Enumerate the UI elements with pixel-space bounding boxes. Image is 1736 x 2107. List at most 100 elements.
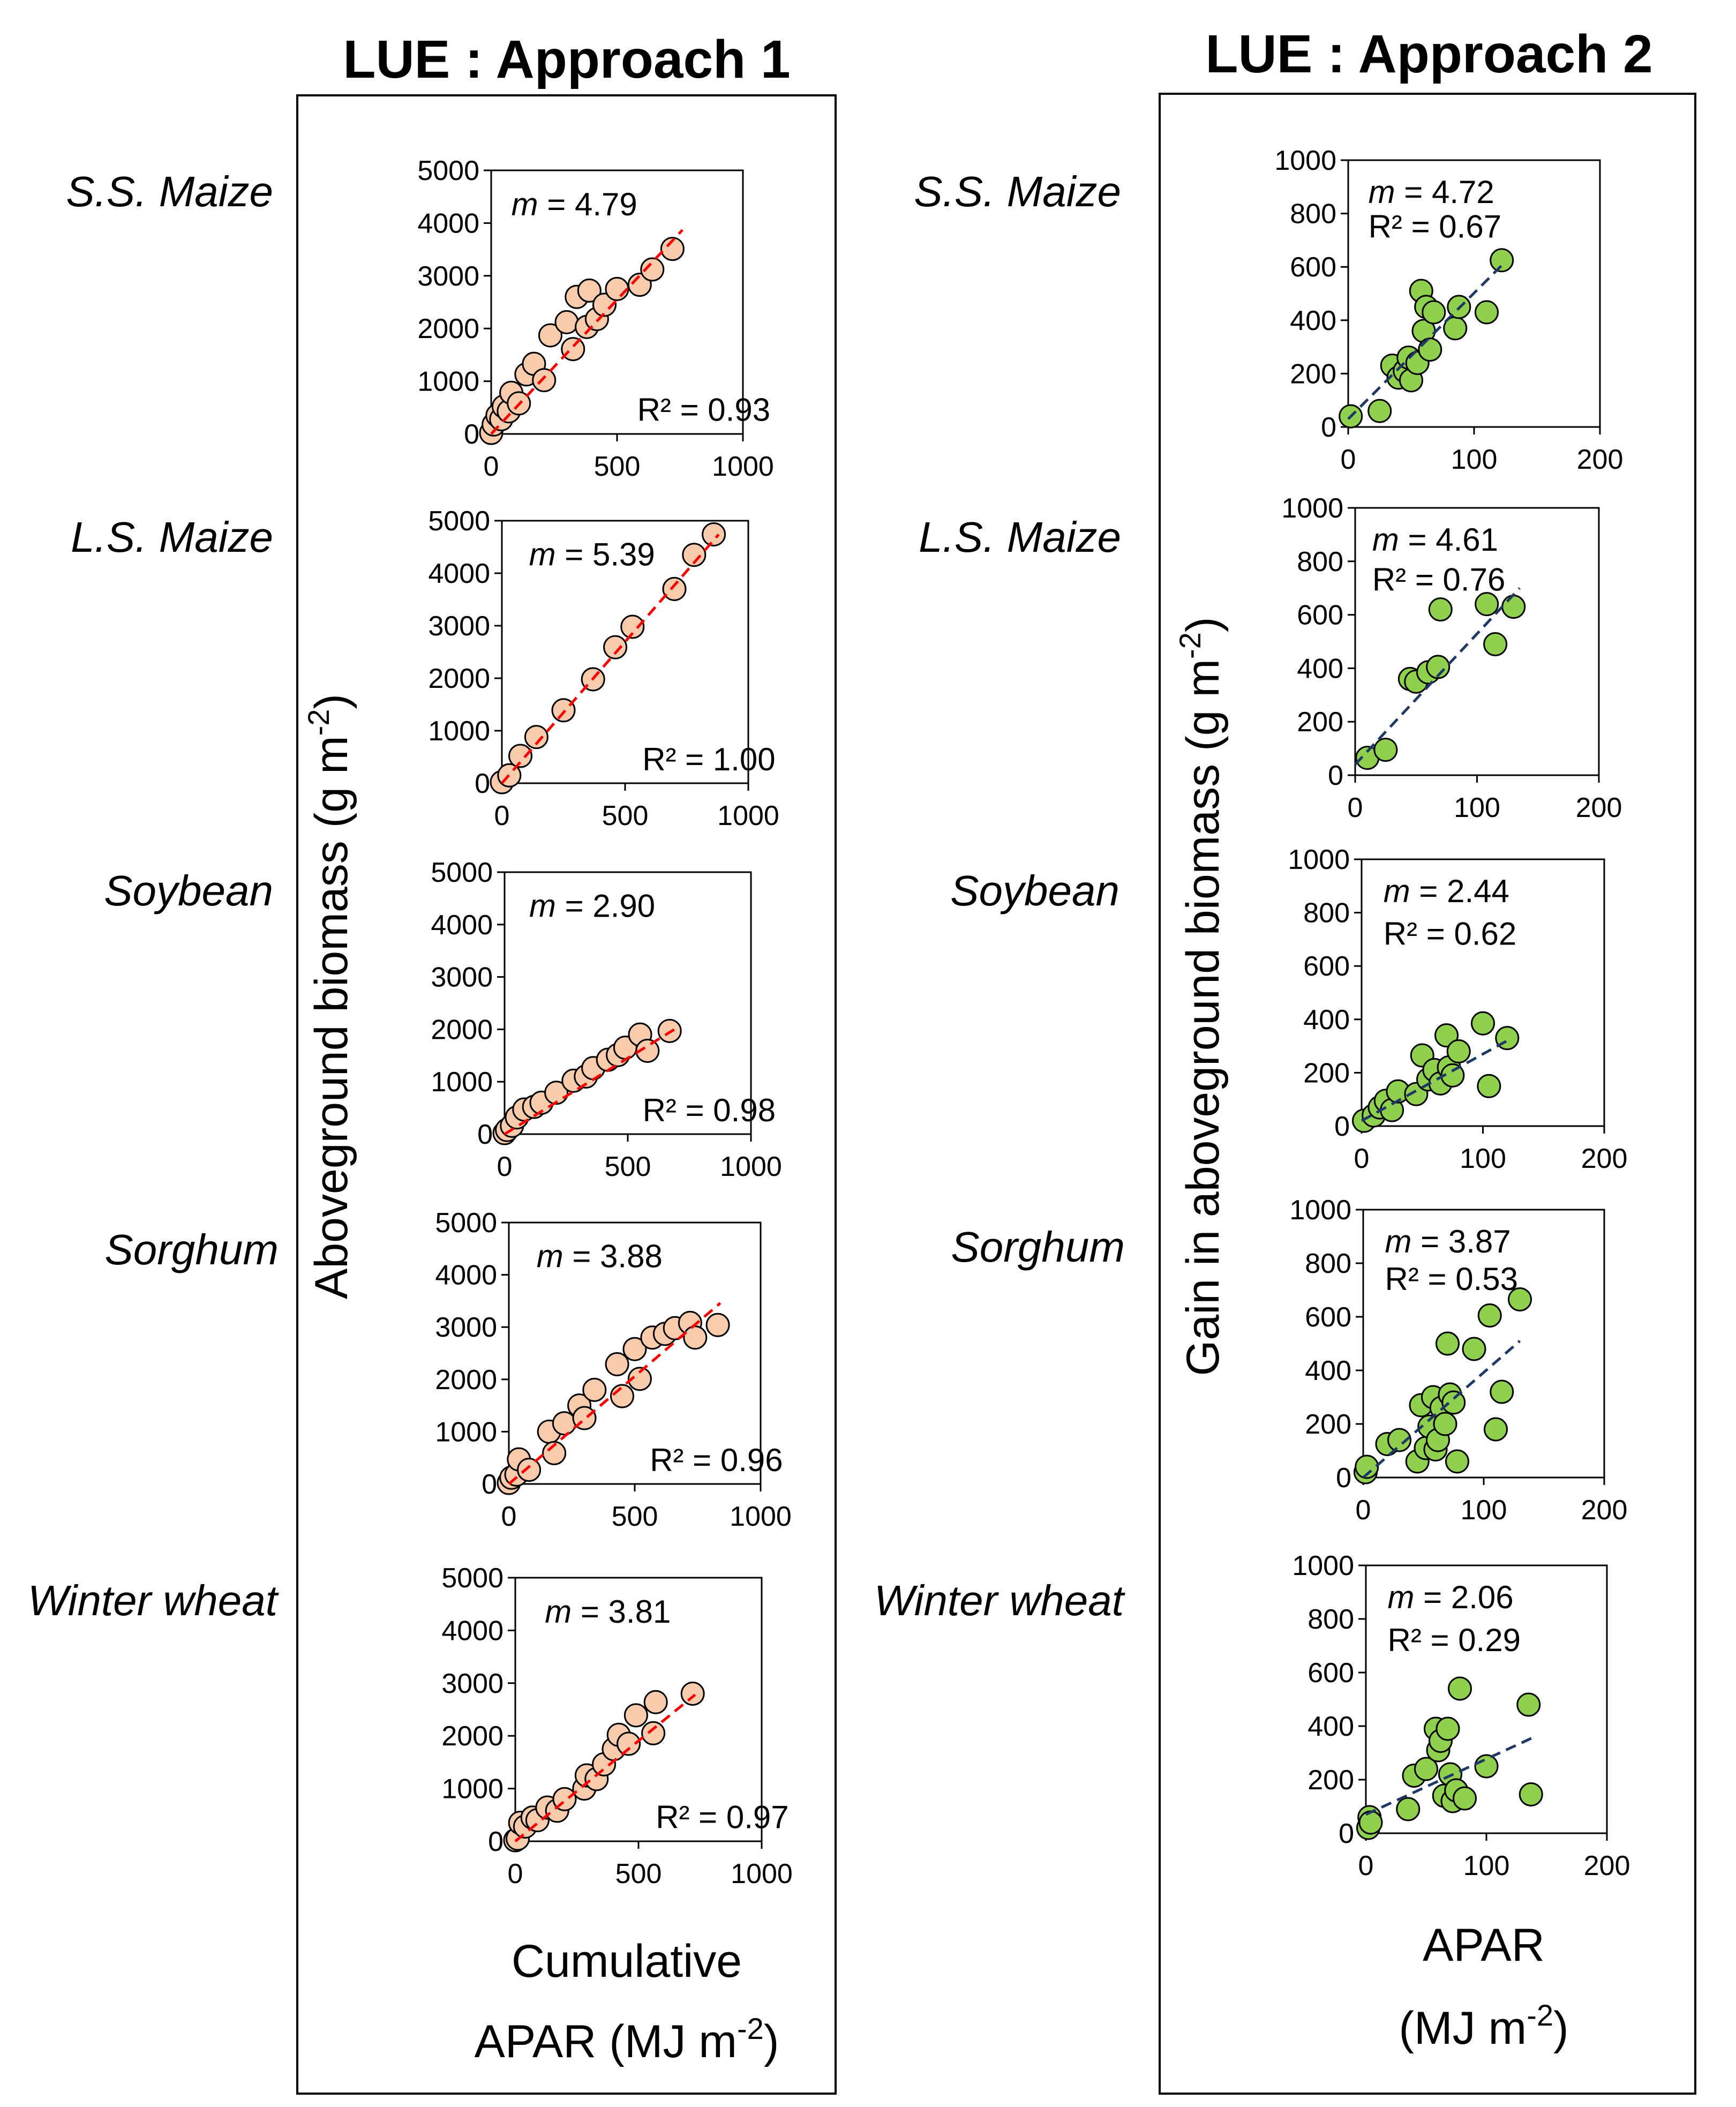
approach1-s-s-maize-y-tick-label: 3000	[417, 261, 479, 292]
approach1-s-s-maize-point	[577, 278, 602, 303]
approach1-title: LUE : Approach 1	[343, 29, 790, 89]
approach1-s-s-maize-x-tick-label: 0	[484, 451, 499, 482]
approach2-s-s-maize-point	[1418, 338, 1442, 362]
approach2-s-s-maize-fit-line	[1347, 260, 1507, 420]
approach1-winter-wheat-chart: 0 1000 2000 3000 4000 5000 0 500 1000 m = 3.81 R² …	[441, 1563, 793, 1889]
approach2-sorghum-r2-label: R² = 0.53	[1385, 1261, 1518, 1297]
approach1-sorghum-y-tick-label: 1000	[435, 1416, 497, 1448]
approach1-soybean-x-tick-label: 0	[497, 1151, 513, 1182]
approach2-s-s-maize-x-tick-label: 0	[1341, 444, 1356, 475]
approach1-soybean-x-tick-label: 500	[605, 1151, 651, 1182]
approach1-sorghum-y-tick-label: 5000	[435, 1208, 497, 1239]
approach2-sorghum-point	[1387, 1428, 1411, 1452]
approach1-s-s-maize-x-tick-label: 500	[594, 451, 641, 482]
approach2-sorghum-y-tick-label: 0	[1336, 1463, 1351, 1494]
approach2-l-s-maize-r2-label: R² = 0.76	[1372, 562, 1505, 598]
approach1-winter-wheat-point	[617, 1731, 641, 1756]
approach1-l-s-maize-point	[702, 522, 726, 546]
approach2-l-s-maize-y-tick-label: 200	[1297, 707, 1343, 738]
approach2-winter-wheat-fit-line	[1365, 1735, 1536, 1816]
approach1-l-s-maize-y-tick-label: 5000	[428, 506, 490, 537]
approach2-l-s-maize-y-tick-label: 0	[1328, 760, 1343, 791]
approach1-winter-wheat-y-tick-label: 0	[488, 1826, 503, 1857]
approach1-winter-wheat-point	[641, 1721, 666, 1745]
approach1-sorghum-x-tick-label: 1000	[730, 1501, 792, 1532]
approach2-title: LUE : Approach 2	[1205, 24, 1652, 84]
approach1-winter-wheat-x-tick-label: 1000	[731, 1858, 793, 1889]
approach1-winter-wheat-point	[643, 1690, 668, 1714]
approach1-soybean-point	[635, 1038, 660, 1063]
approach2-winter-wheat-y-tick-label: 400	[1307, 1711, 1354, 1742]
approach1-l-s-maize-point	[620, 614, 645, 639]
approach2-soybean-y-tick-label: 200	[1303, 1058, 1350, 1089]
approach1-soybean-y-tick-label: 5000	[431, 857, 493, 888]
approach2-l-s-maize-point	[1501, 595, 1526, 619]
approach1-winter-wheat-x-tick-label: 500	[615, 1858, 662, 1889]
approach1-soybean-chart: 0 1000 2000 3000 4000 5000 0 500 1000 m = 2.90 R² …	[431, 857, 782, 1182]
approach2-sorghum-y-tick-label: 400	[1305, 1355, 1351, 1386]
approach1-x-axis-label-line2: APAR (MJ m-2)	[475, 2012, 779, 2067]
approach1-s-s-maize-r2-label: R² = 0.93	[637, 392, 770, 428]
approach1-x-axis-label-line1: Cumulative	[512, 1936, 742, 1987]
approach1-l-s-maize-point	[524, 725, 548, 749]
approach1-soybean-r2-label: R² = 0.98	[643, 1092, 776, 1128]
approach1-soybean-slope-label: m = 2.90	[529, 888, 655, 924]
approach1-l-s-maize-y-tick-label: 1000	[428, 716, 490, 747]
approach2-s-s-maize-r2-label: R² = 0.67	[1369, 209, 1501, 245]
approach2-l-s-maize-x-tick-label: 100	[1454, 792, 1500, 823]
approach1-l-s-maize-y-tick-label: 2000	[428, 663, 490, 694]
crop-label-left-ss-maize: S.S. Maize	[66, 168, 273, 215]
approach2-soybean-point	[1471, 1011, 1495, 1036]
approach2-s-s-maize-y-tick-label: 400	[1290, 305, 1336, 336]
approach2-l-s-maize-x-tick-label: 0	[1348, 792, 1363, 823]
approach2-s-s-maize-point	[1490, 248, 1514, 273]
approach2-sorghum-point	[1508, 1287, 1532, 1311]
approach2-sorghum-x-tick-label: 100	[1461, 1495, 1507, 1526]
approach1-l-s-maize-x-tick-label: 500	[602, 800, 649, 831]
approach2-winter-wheat-x-tick-label: 200	[1584, 1850, 1630, 1881]
approach2-l-s-maize-y-tick-label: 1000	[1281, 493, 1343, 524]
approach2-s-s-maize-x-tick-label: 100	[1451, 444, 1498, 475]
approach2-winter-wheat-y-tick-label: 1000	[1292, 1550, 1354, 1581]
approach2-soybean-x-tick-label: 0	[1354, 1143, 1370, 1174]
approach2-s-s-maize-y-tick-label: 800	[1290, 199, 1336, 230]
approach1-sorghum-y-tick-label: 0	[482, 1469, 497, 1500]
approach1-l-s-maize-point	[682, 543, 707, 567]
approach2-l-s-maize-y-tick-label: 600	[1297, 600, 1343, 631]
approach2-winter-wheat-point	[1448, 1676, 1472, 1701]
approach1-winter-wheat-point	[680, 1681, 705, 1706]
approach1-s-s-maize-point	[605, 276, 629, 301]
approach1-sorghum-chart: 0 1000 2000 3000 4000 5000 0 500 1000 m = 3.88 R² …	[435, 1208, 792, 1532]
approach2-sorghum-slope-label: m = 3.87	[1385, 1224, 1511, 1259]
approach2-soybean-fit-line	[1361, 1039, 1508, 1122]
approach2-s-s-maize-slope-label: m = 4.72	[1369, 174, 1494, 210]
approach2-l-s-maize-slope-label: m = 4.61	[1372, 522, 1498, 558]
approach2-sorghum-point	[1490, 1379, 1514, 1404]
approach1-sorghum-point	[610, 1384, 634, 1408]
approach2-s-s-maize-y-tick-label: 0	[1321, 412, 1336, 443]
approach2-soybean-y-tick-label: 1000	[1288, 844, 1350, 875]
crop-label-right-winter-wheat: Winter wheat	[874, 1577, 1125, 1624]
approach1-sorghum-point	[627, 1367, 652, 1391]
approach2-sorghum-point	[1484, 1417, 1508, 1442]
approach2-soybean-point	[1434, 1023, 1459, 1048]
approach1-l-s-maize-point	[603, 635, 628, 659]
crop-label-right-ls-maize: L.S. Maize	[919, 513, 1121, 561]
approach2-soybean-point	[1477, 1074, 1501, 1098]
approach2-sorghum-point	[1355, 1454, 1379, 1479]
approach2-l-s-maize-point	[1373, 738, 1398, 762]
approach2-winter-wheat-y-tick-label: 0	[1339, 1818, 1354, 1849]
approach2-winter-wheat-y-tick-label: 200	[1307, 1765, 1354, 1796]
crop-label-right-soybean: Soybean	[950, 867, 1119, 914]
approach2-s-s-maize-point	[1367, 399, 1392, 423]
approach1-frame	[296, 94, 837, 2095]
approach2-soybean-y-tick-label: 400	[1303, 1004, 1350, 1036]
approach2-sorghum-x-tick-label: 0	[1356, 1495, 1371, 1526]
approach2-winter-wheat-point	[1453, 1786, 1477, 1811]
crop-label-left-winter-wheat: Winter wheat	[28, 1577, 279, 1624]
approach2-sorghum-y-tick-label: 800	[1305, 1248, 1351, 1279]
approach2-sorghum-point	[1445, 1449, 1469, 1474]
approach2-sorghum-point	[1441, 1390, 1466, 1415]
